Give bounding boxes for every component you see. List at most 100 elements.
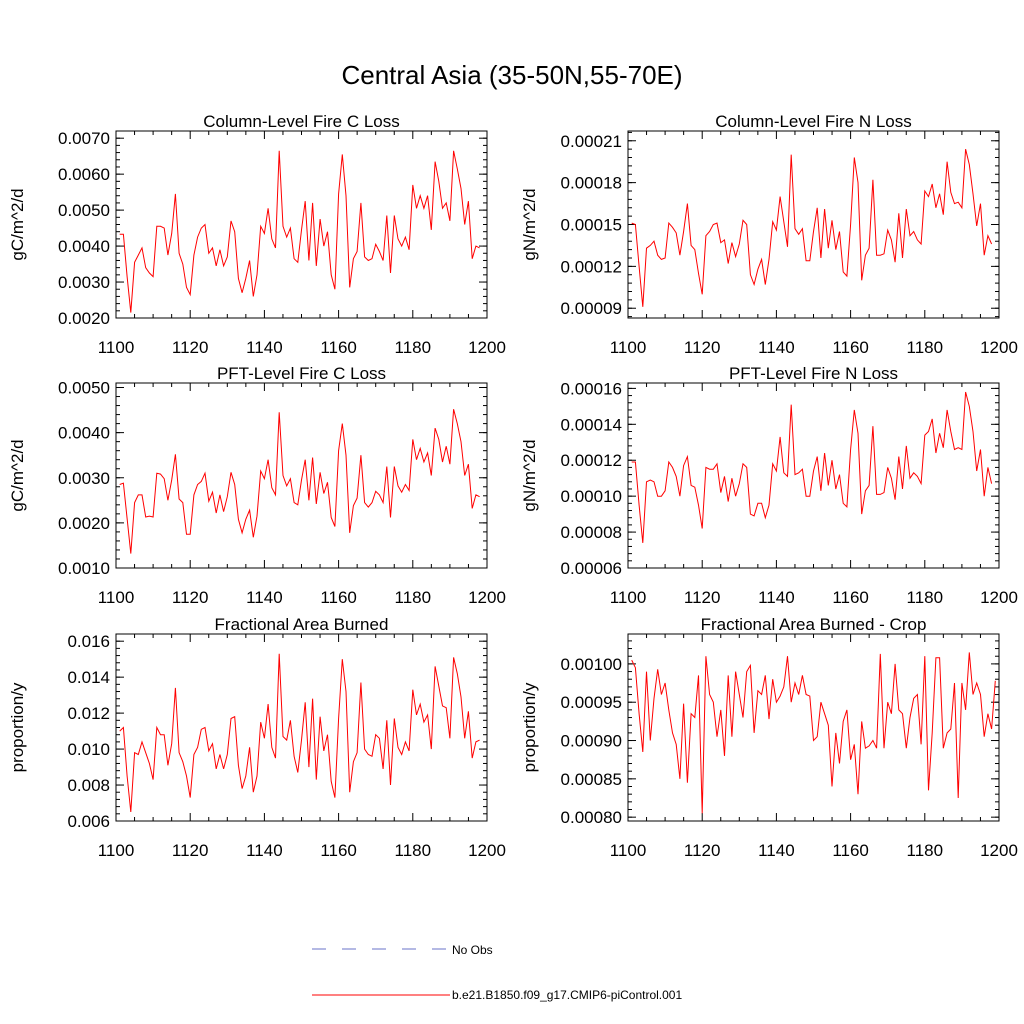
x-tick-label: 1100 <box>98 588 135 607</box>
x-tick-label: 1100 <box>610 841 647 860</box>
x-tick-label: 1120 <box>684 588 721 607</box>
x-tick-label: 1160 <box>832 588 869 607</box>
plot-frame <box>115 633 488 822</box>
chart-panels: Column-Level Fire C Loss gC/m^2/d 1100 1120… <box>8 112 1018 860</box>
legend-label-no-obs: No Obs <box>452 943 493 957</box>
x-tick-label: 1120 <box>684 338 721 357</box>
x-tick-label: 1200 <box>468 338 506 357</box>
series-line <box>631 148 993 307</box>
y-tick-label: 0.0020 <box>58 309 110 328</box>
series-line <box>119 409 480 554</box>
x-tick-label: 1160 <box>832 841 869 860</box>
x-tick-label: 1100 <box>98 841 135 860</box>
x-tick-label: 1180 <box>395 588 432 607</box>
panel-title: Fractional Area Burned - Crop <box>701 615 927 634</box>
x-tick-label: 1140 <box>246 588 283 607</box>
figure-title: Central Asia (35-50N,55-70E) <box>341 60 682 90</box>
y-axis-label: gC/m^2/d <box>8 439 27 511</box>
x-tick-label: 1160 <box>320 841 357 860</box>
x-tick-label: 1200 <box>980 338 1018 357</box>
y-tick-label: 0.006 <box>67 812 110 831</box>
y-axis-label: gN/m^2/d <box>520 439 539 511</box>
series-line <box>631 391 993 543</box>
y-tick-label: 0.00006 <box>561 559 622 578</box>
chart-panel-4: PFT-Level Fire N Loss gN/m^2/d 1100 1120 114… <box>520 364 1018 607</box>
y-tick-label: 0.0070 <box>58 129 110 148</box>
legend: No Obs b.e21.B1850.f09_g17.CMIP6-piContr… <box>312 943 682 1002</box>
y-tick-label: 0.00014 <box>561 415 622 434</box>
plot-frame <box>627 382 1000 569</box>
x-tick-label: 1180 <box>395 338 432 357</box>
x-tick-label: 1120 <box>172 588 209 607</box>
y-tick-label: 0.00021 <box>561 132 622 151</box>
x-tick-label: 1120 <box>684 841 721 860</box>
y-tick-label: 0.00008 <box>561 523 622 542</box>
x-tick-label: 1140 <box>758 841 795 860</box>
panel-title: Fractional Area Burned <box>215 615 389 634</box>
x-tick-label: 1180 <box>907 841 944 860</box>
x-tick-label: 1140 <box>758 588 795 607</box>
y-tick-label: 0.012 <box>67 704 110 723</box>
x-tick-label: 1120 <box>172 841 209 860</box>
y-tick-label: 0.014 <box>67 668 110 687</box>
x-tick-label: 1200 <box>980 588 1018 607</box>
y-tick-label: 0.0030 <box>58 469 110 488</box>
x-tick-label: 1200 <box>980 841 1018 860</box>
y-tick-label: 0.00015 <box>561 216 622 235</box>
plot-frame <box>627 633 1000 822</box>
series-line <box>119 653 480 813</box>
y-tick-label: 0.00018 <box>561 174 622 193</box>
x-tick-label: 1180 <box>907 588 944 607</box>
y-tick-label: 0.00080 <box>561 808 622 827</box>
panel-title: PFT-Level Fire N Loss <box>729 364 898 383</box>
y-tick-label: 0.00010 <box>561 487 622 506</box>
panel-title: Column-Level Fire C Loss <box>203 112 400 131</box>
x-tick-label: 1160 <box>832 338 869 357</box>
y-axis-label: gC/m^2/d <box>8 188 27 260</box>
y-tick-label: 0.00012 <box>561 257 622 276</box>
y-tick-label: 0.00095 <box>561 693 622 712</box>
x-tick-label: 1160 <box>320 338 357 357</box>
y-tick-label: 0.0010 <box>58 559 110 578</box>
y-tick-label: 0.00016 <box>561 379 622 398</box>
x-tick-label: 1140 <box>246 841 283 860</box>
x-tick-label: 1180 <box>907 338 944 357</box>
y-tick-label: 0.0060 <box>58 165 110 184</box>
chart-panel-2: Column-Level Fire N Loss gN/m^2/d 1100 1120… <box>520 112 1018 357</box>
series-line <box>119 150 480 313</box>
y-tick-label: 0.0040 <box>58 237 110 256</box>
y-tick-label: 0.0050 <box>58 201 110 220</box>
y-tick-label: 0.016 <box>67 632 110 651</box>
x-tick-label: 1100 <box>98 338 135 357</box>
y-tick-label: 0.010 <box>67 740 110 759</box>
x-tick-label: 1100 <box>610 338 647 357</box>
chart-panel-6: Fractional Area Burned - Crop proportion/… <box>520 615 1018 860</box>
chart-panel-1: Column-Level Fire C Loss gC/m^2/d 1100 1120… <box>8 112 506 357</box>
legend-label-model: b.e21.B1850.f09_g17.CMIP6-piControl.001 <box>452 988 682 1002</box>
y-axis-label: proportion/y <box>520 682 539 772</box>
x-tick-label: 1180 <box>395 841 432 860</box>
y-tick-label: 0.0050 <box>58 379 110 398</box>
x-tick-label: 1120 <box>172 338 209 357</box>
y-tick-label: 0.00100 <box>561 655 622 674</box>
chart-panel-3: PFT-Level Fire C Loss gC/m^2/d 1100 1120 114… <box>8 364 506 607</box>
x-tick-label: 1200 <box>468 841 506 860</box>
y-tick-label: 0.00009 <box>561 299 622 318</box>
x-tick-label: 1140 <box>246 338 283 357</box>
series-line <box>631 652 996 814</box>
x-tick-label: 1160 <box>320 588 357 607</box>
y-tick-label: 0.0040 <box>58 424 110 443</box>
plot-frame <box>627 130 1000 319</box>
y-tick-label: 0.0020 <box>58 514 110 533</box>
y-axis-label: gN/m^2/d <box>520 188 539 260</box>
y-tick-label: 0.00012 <box>561 451 622 470</box>
y-tick-label: 0.0030 <box>58 273 110 292</box>
panel-title: PFT-Level Fire C Loss <box>217 364 386 383</box>
chart-panel-5: Fractional Area Burned proportion/y 1100 11… <box>8 615 506 860</box>
y-tick-label: 0.008 <box>67 776 110 795</box>
panel-title: Column-Level Fire N Loss <box>715 112 912 131</box>
x-tick-label: 1140 <box>758 338 795 357</box>
x-tick-label: 1100 <box>610 588 647 607</box>
x-tick-label: 1200 <box>468 588 506 607</box>
